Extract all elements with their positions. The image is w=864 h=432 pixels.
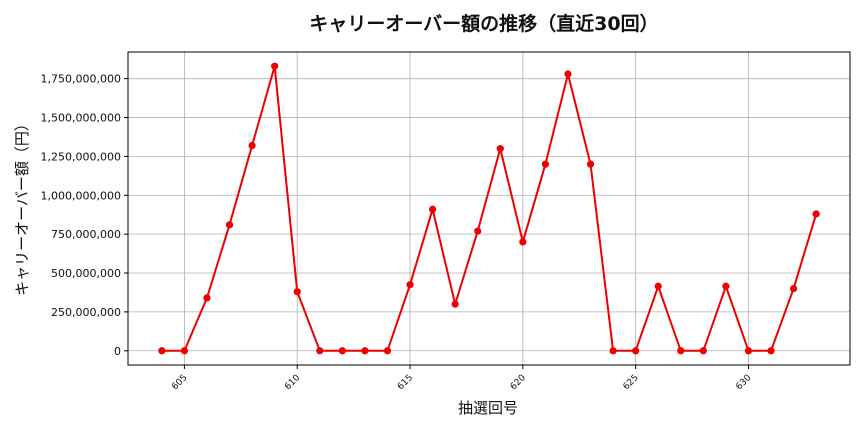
data-point (383, 347, 392, 355)
data-point (789, 284, 798, 293)
data-point (767, 347, 775, 355)
x-tick-label: 610 (283, 373, 302, 392)
series-layer (158, 62, 820, 355)
plot-frame (127, 51, 851, 366)
data-point (519, 238, 527, 246)
data-point (654, 282, 662, 290)
data-point (406, 281, 414, 289)
data-point (180, 347, 189, 355)
x-tick-label: 615 (396, 373, 415, 392)
x-tick-label: 620 (509, 373, 528, 392)
x-axis-label: 抽選回号 (458, 399, 518, 417)
data-point (361, 347, 369, 355)
data-point (316, 347, 324, 355)
y-tick-label: 250,000,000 (51, 306, 121, 319)
data-point (158, 347, 166, 355)
y-tick-label: 1,750,000,000 (41, 73, 121, 86)
data-point (451, 300, 459, 308)
data-point (677, 347, 685, 355)
y-tick-label: 1,250,000,000 (41, 150, 121, 163)
data-point (744, 347, 753, 355)
data-point (541, 160, 550, 168)
data-point (271, 62, 279, 70)
data-point (338, 347, 346, 355)
x-tick-label: 605 (170, 373, 189, 392)
data-point (632, 347, 640, 355)
y-axis-label: キャリーオーバー額（円） (13, 116, 31, 296)
data-point (586, 160, 595, 168)
data-point (812, 210, 820, 218)
data-point (722, 282, 730, 290)
data-point (293, 288, 301, 296)
series-line (161, 65, 818, 352)
y-tick-label: 750,000,000 (51, 228, 121, 241)
data-point (474, 227, 482, 235)
data-point (203, 294, 211, 302)
data-point (225, 221, 234, 229)
y-tick-label: 500,000,000 (51, 267, 121, 280)
data-point (699, 347, 707, 355)
y-tick-label: 1,000,000,000 (41, 189, 121, 202)
grid (128, 52, 850, 365)
data-point (564, 70, 572, 78)
data-point (428, 205, 437, 213)
chart-title: キャリーオーバー額の推移（直近30回） (309, 12, 658, 35)
y-tick-label: 1,500,000,000 (41, 112, 121, 125)
x-tick-label: 625 (622, 373, 641, 392)
data-point (609, 347, 617, 355)
x-tick-label: 630 (734, 373, 753, 392)
axes: 0 250,000,000 500,000,000 750,000,000 1,000,… (41, 51, 851, 392)
data-point (496, 145, 504, 153)
data-point (248, 141, 256, 150)
y-tick-label: 0 (114, 345, 121, 358)
